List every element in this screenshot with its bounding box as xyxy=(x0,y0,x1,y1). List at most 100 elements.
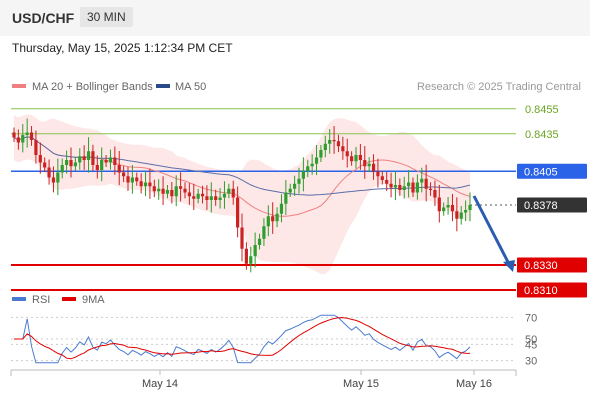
candle xyxy=(345,138,349,168)
candle xyxy=(104,155,108,167)
forecast-arrow-line xyxy=(472,195,511,265)
rsi-9ma-line xyxy=(14,317,471,360)
x-axis-labels: May 14 May 15 May 16 xyxy=(142,370,492,390)
candle xyxy=(398,178,402,196)
candle xyxy=(310,154,314,175)
candle xyxy=(170,182,174,204)
candle xyxy=(196,188,200,204)
candle xyxy=(12,127,16,142)
candle xyxy=(152,179,156,198)
candle xyxy=(214,189,218,206)
x-axis xyxy=(10,369,517,376)
candle xyxy=(262,218,266,246)
candle xyxy=(148,168,152,199)
rsi-legend: RSI 9MA xyxy=(12,294,105,306)
candle xyxy=(341,136,345,160)
candle xyxy=(464,200,468,222)
candle xyxy=(433,180,437,207)
candle xyxy=(157,179,161,200)
candle xyxy=(354,147,358,169)
candle xyxy=(459,206,463,225)
forecast-arrow-head xyxy=(503,260,515,272)
candle xyxy=(420,167,424,193)
candle xyxy=(218,188,222,209)
legend: MA 20 + Bollinger Bands MA 50 xyxy=(12,81,206,93)
chart-header: USD/CHF 30 MIN xyxy=(0,0,590,36)
candle xyxy=(284,180,288,215)
candle xyxy=(385,172,389,191)
chart-datetime: Thursday, May 15, 2025 1:12:34 PM CET xyxy=(12,41,233,55)
candle xyxy=(38,142,42,174)
candle xyxy=(227,183,231,199)
candle xyxy=(231,180,235,205)
candle xyxy=(65,150,69,174)
candle xyxy=(161,176,165,205)
rsi-9ma-legend-swatch xyxy=(62,297,76,301)
candle xyxy=(468,192,472,222)
candle xyxy=(297,167,301,194)
rsi-legend-label: RSI xyxy=(32,294,50,306)
candle xyxy=(293,175,297,196)
interval-badge[interactable]: 30 MIN xyxy=(80,7,133,27)
candle xyxy=(100,147,104,182)
candle xyxy=(240,213,244,262)
candle xyxy=(455,197,459,232)
candle xyxy=(288,183,292,197)
candle xyxy=(108,149,113,170)
rsi-tick-label: 70 xyxy=(525,312,537,324)
candle xyxy=(376,158,380,188)
candle xyxy=(165,185,170,199)
rsi-tick-label: 30 xyxy=(525,356,537,368)
x-axis-label: May 14 xyxy=(142,378,178,390)
candle xyxy=(271,202,275,234)
candle xyxy=(328,129,332,154)
candle xyxy=(407,170,411,198)
candle xyxy=(266,205,270,237)
candle xyxy=(363,146,367,179)
candle xyxy=(415,174,419,200)
candle xyxy=(51,166,56,193)
candle xyxy=(192,183,196,210)
candle xyxy=(60,158,64,179)
candle xyxy=(69,147,73,178)
legend-label-ma20: MA 20 + Bollinger Bands xyxy=(32,81,153,93)
candle xyxy=(437,185,441,223)
candle xyxy=(78,148,82,170)
candle xyxy=(205,185,209,210)
candle xyxy=(336,134,341,153)
support-resistance-levels xyxy=(11,108,516,291)
candle xyxy=(236,186,240,238)
level-labels: 0.8455 0.8435 0.8405 0.8378 0.8330 0.8310 xyxy=(517,104,587,298)
candle xyxy=(200,185,205,204)
candle xyxy=(174,175,178,207)
candle xyxy=(402,176,406,199)
candle xyxy=(130,165,134,194)
candle xyxy=(139,173,143,194)
candle xyxy=(29,126,34,146)
candle xyxy=(56,158,60,196)
x-axis-label: May 15 xyxy=(343,378,379,390)
rsi-line xyxy=(14,314,471,364)
candle xyxy=(183,182,187,199)
level-label: 0.8435 xyxy=(525,129,559,141)
candle xyxy=(143,171,148,197)
candle xyxy=(314,145,319,175)
level-label-bg xyxy=(517,163,587,179)
candle xyxy=(358,144,362,170)
candle xyxy=(122,166,126,183)
rsi-tick-label: 45 xyxy=(525,339,537,351)
candle xyxy=(389,172,393,198)
candle xyxy=(442,202,446,216)
candlesticks xyxy=(12,118,472,273)
candle xyxy=(428,182,433,196)
candle xyxy=(47,159,51,185)
candle xyxy=(332,126,336,154)
candle xyxy=(275,207,279,228)
candle xyxy=(446,197,450,215)
legend-swatch-ma20 xyxy=(12,84,26,88)
candle xyxy=(117,151,121,186)
candle xyxy=(43,157,47,172)
level-label-bg xyxy=(517,197,587,213)
candle xyxy=(424,164,428,202)
level-label-bg xyxy=(517,257,587,273)
